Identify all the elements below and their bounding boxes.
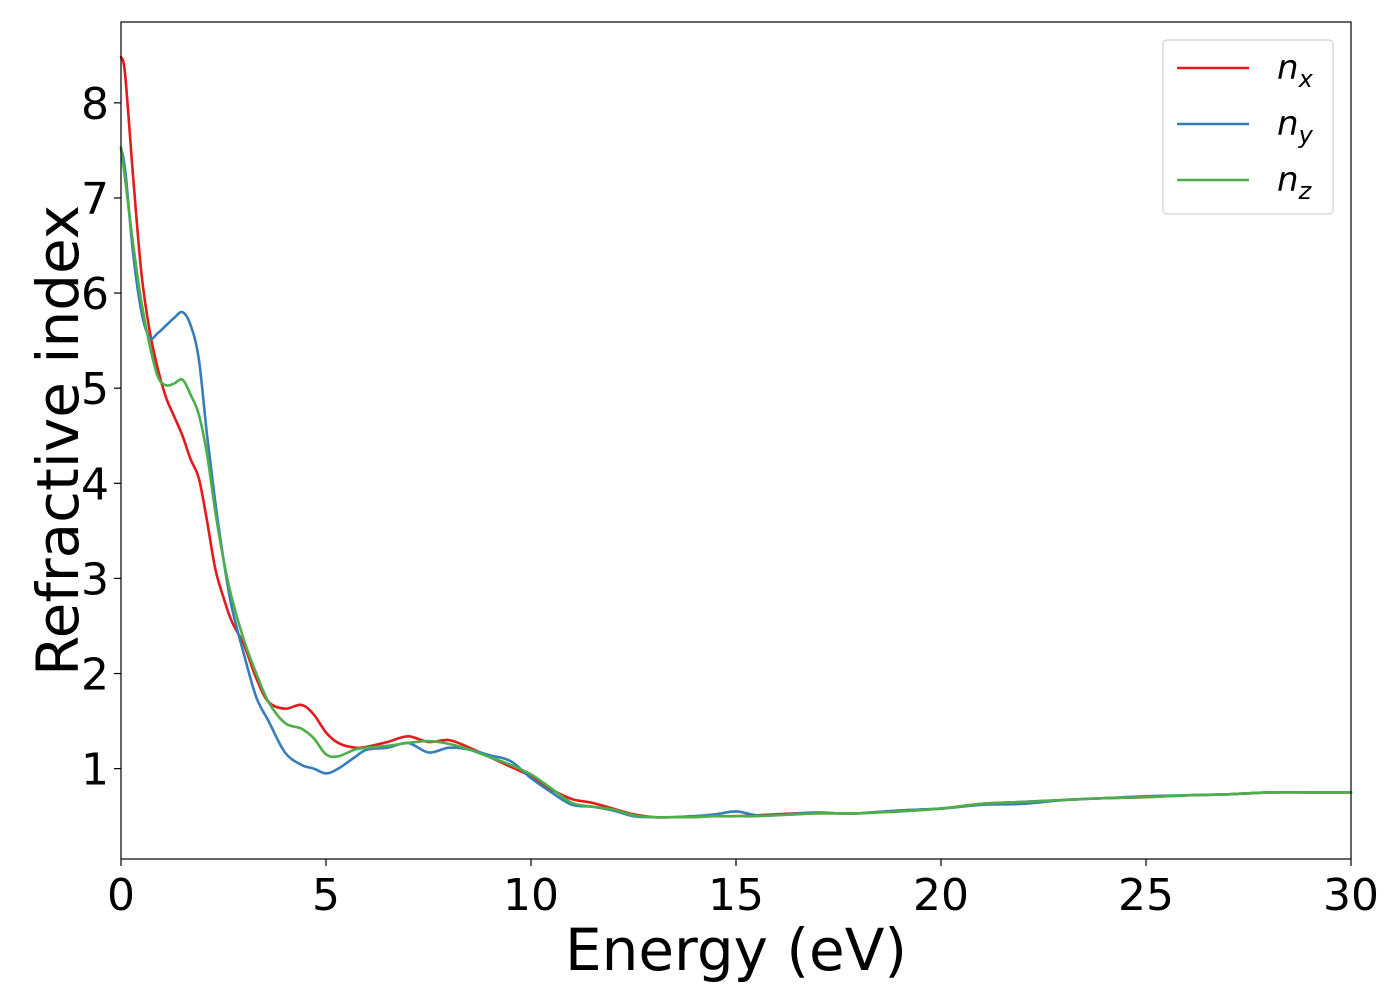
x-tick-label: 15 <box>708 870 764 921</box>
y-tick-label: 3 <box>81 554 109 605</box>
series-layer <box>119 55 1353 819</box>
y-tick-label: 4 <box>81 459 109 510</box>
y-axis-ticks: 1 2 3 4 5 6 7 8 <box>81 79 121 796</box>
x-tick-label: 25 <box>1118 870 1174 921</box>
series-line-n-y <box>119 147 1353 819</box>
x-axis-title: Energy (eV) <box>565 916 907 984</box>
legend-frame <box>1162 39 1334 215</box>
x-tick-label: 5 <box>312 870 340 921</box>
x-axis-ticks: 0 5 10 15 20 25 30 <box>107 859 1379 921</box>
y-tick-label: 1 <box>81 745 109 796</box>
y-tick-label: 2 <box>81 650 109 701</box>
y-tick-label: 6 <box>81 269 109 320</box>
y-tick-label: 5 <box>81 364 109 415</box>
x-tick-label: 20 <box>913 870 969 921</box>
y-tick-label: 8 <box>81 79 109 130</box>
series-line-n-z <box>119 146 1353 819</box>
x-tick-label: 10 <box>503 870 559 921</box>
legend-label-z: nz <box>1277 160 1313 205</box>
x-tick-label: 30 <box>1323 870 1379 921</box>
x-tick-label: 0 <box>107 870 135 921</box>
y-tick-label: 7 <box>81 174 109 225</box>
y-axis-title: Refractive index <box>24 205 92 676</box>
legend-label-y: ny <box>1277 104 1314 149</box>
